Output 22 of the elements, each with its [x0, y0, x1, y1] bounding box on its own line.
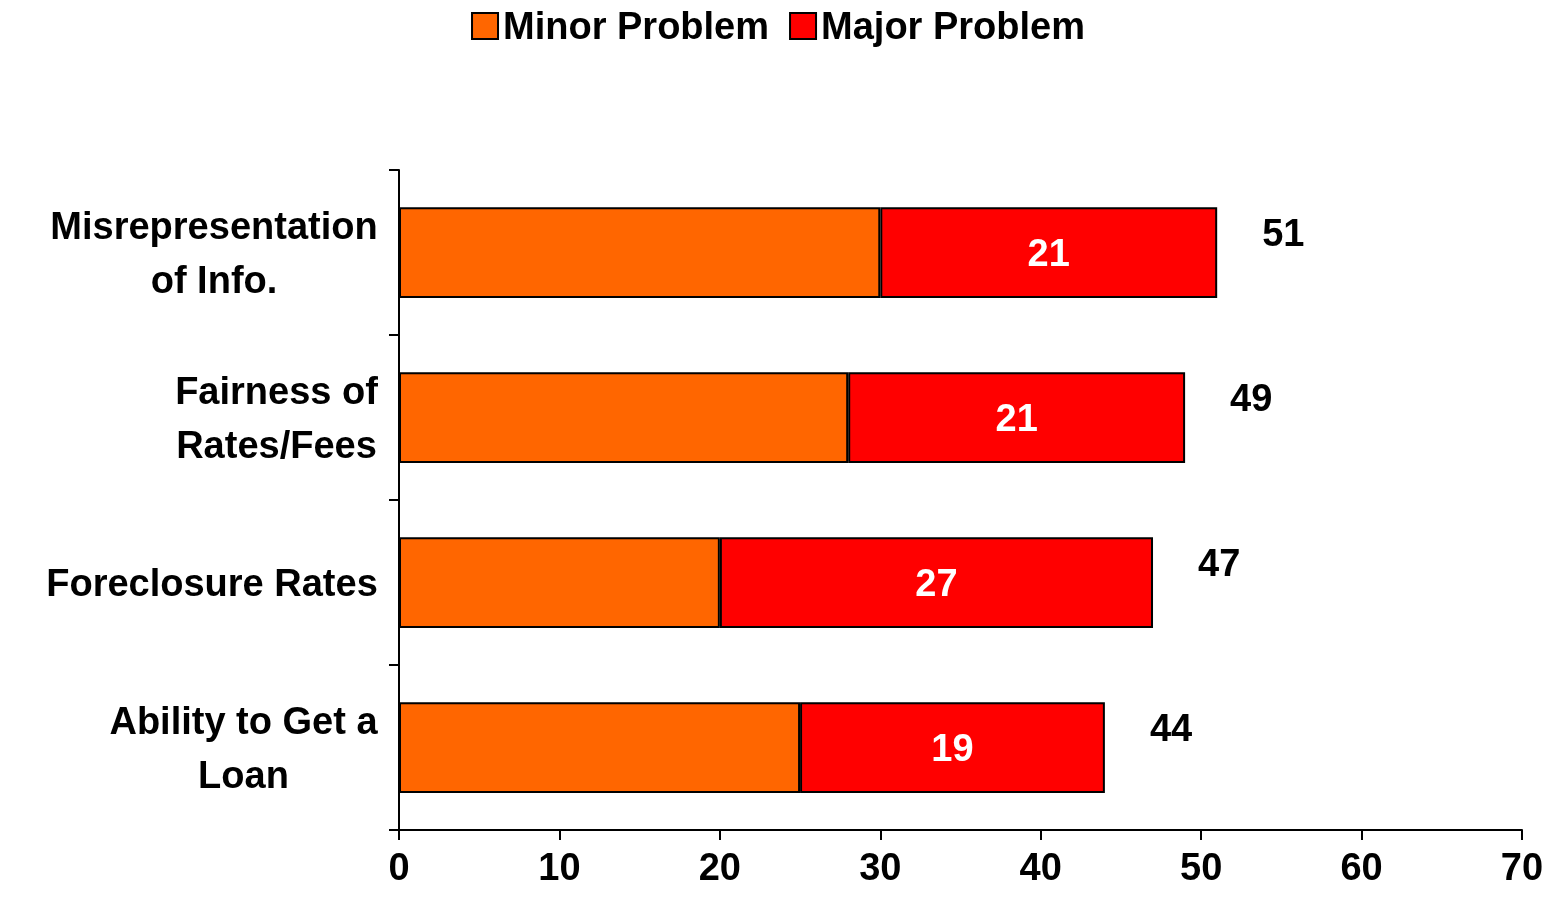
data-label: 21 [1027, 231, 1070, 274]
total-label: 44 [1149, 706, 1193, 749]
legend-label: Major Problem [821, 5, 1085, 47]
data-label: 21 [995, 396, 1038, 439]
x-tick-label: 60 [1340, 846, 1383, 888]
total-label: 49 [1230, 376, 1273, 419]
x-tick-label: 70 [1500, 846, 1544, 888]
y-tick-label: Foreclosure Rates [46, 561, 378, 604]
total-label: 51 [1262, 211, 1305, 254]
y-tick-label: Ability to Get a Loan [109, 699, 379, 796]
x-tick-label: 20 [698, 846, 741, 888]
total-label: 47 [1198, 541, 1241, 584]
legend-label: Minor Problem [503, 5, 770, 47]
data-label: 19 [931, 726, 974, 769]
x-tick-label: 50 [1180, 846, 1223, 888]
data-label: 27 [915, 561, 958, 604]
y-tick-label: Fairness of Rates/Fees [175, 369, 379, 466]
x-tick-label: 30 [859, 846, 902, 888]
x-tick-label: 0 [388, 846, 410, 888]
x-tick-label: 10 [538, 846, 581, 888]
y-tick-label: Misrepresentation of Info. [50, 204, 378, 301]
x-tick-label: 40 [1019, 846, 1062, 888]
